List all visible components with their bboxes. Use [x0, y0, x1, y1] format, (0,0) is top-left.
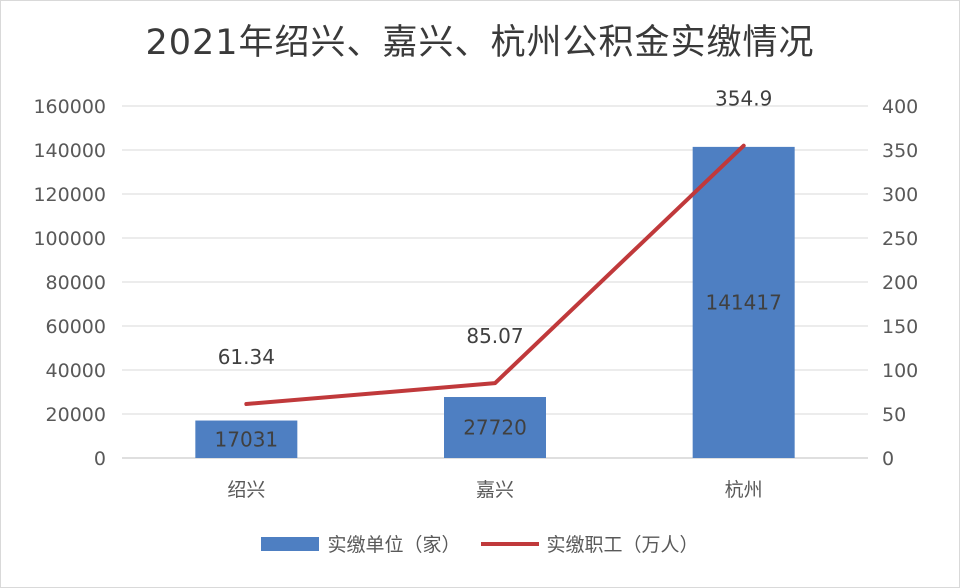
bar-data-label: 141417 [705, 290, 781, 314]
y-right-tick-label: 400 [882, 96, 918, 118]
bar-data-label: 27720 [463, 416, 527, 440]
bar-1 [195, 420, 298, 458]
line-series-workers [244, 143, 746, 407]
bar-3 [692, 146, 795, 458]
y-left-tick-label: 140000 [33, 140, 106, 162]
y-right-tick-label: 250 [882, 228, 918, 250]
y-left-tick-label: 160000 [33, 96, 106, 118]
y-left-tick-label: 60000 [46, 316, 106, 338]
y-right-tick-label: 350 [882, 140, 918, 162]
bar-2 [444, 397, 546, 458]
chart-legend: 实缴单位（家） 实缴职工（万人） [0, 530, 960, 557]
y-left-tick-label: 40000 [46, 360, 106, 382]
y-left-tick-label: 120000 [33, 184, 106, 206]
y-right-tick-label: 200 [882, 272, 918, 294]
legend-swatch-bar [261, 536, 320, 551]
line-data-label: 85.07 [466, 324, 523, 348]
line-data-label: 354.9 [715, 87, 772, 111]
y-right-tick-label: 0 [882, 448, 894, 470]
chart-title: 2021年绍兴、嘉兴、杭州公积金实缴情况 [145, 23, 815, 63]
legend-swatch-line [480, 541, 539, 546]
bar-data-label: 17031 [215, 427, 279, 451]
y-right-tick-label: 100 [882, 360, 918, 382]
legend-label-units: 实缴单位（家） [327, 534, 461, 556]
y-left-tick-label: 80000 [46, 272, 106, 294]
y-right-tick-label: 50 [882, 404, 906, 426]
y-left-tick-label: 20000 [46, 404, 106, 426]
y-left-tick-label: 100000 [33, 228, 106, 250]
line-data-label: 61.34 [218, 345, 275, 369]
y-left-tick-label: 0 [94, 448, 106, 470]
legend-item-units: 实缴单位（家） [261, 530, 461, 557]
x-category-label: 杭州 [725, 479, 763, 501]
y-right-tick-label: 150 [882, 316, 918, 338]
legend-item-workers: 实缴职工（万人） [480, 530, 699, 557]
x-category-label: 绍兴 [227, 479, 265, 501]
y-right-tick-label: 300 [882, 184, 918, 206]
x-category-label: 嘉兴 [476, 479, 514, 501]
legend-label-workers: 实缴职工（万人） [546, 534, 699, 556]
